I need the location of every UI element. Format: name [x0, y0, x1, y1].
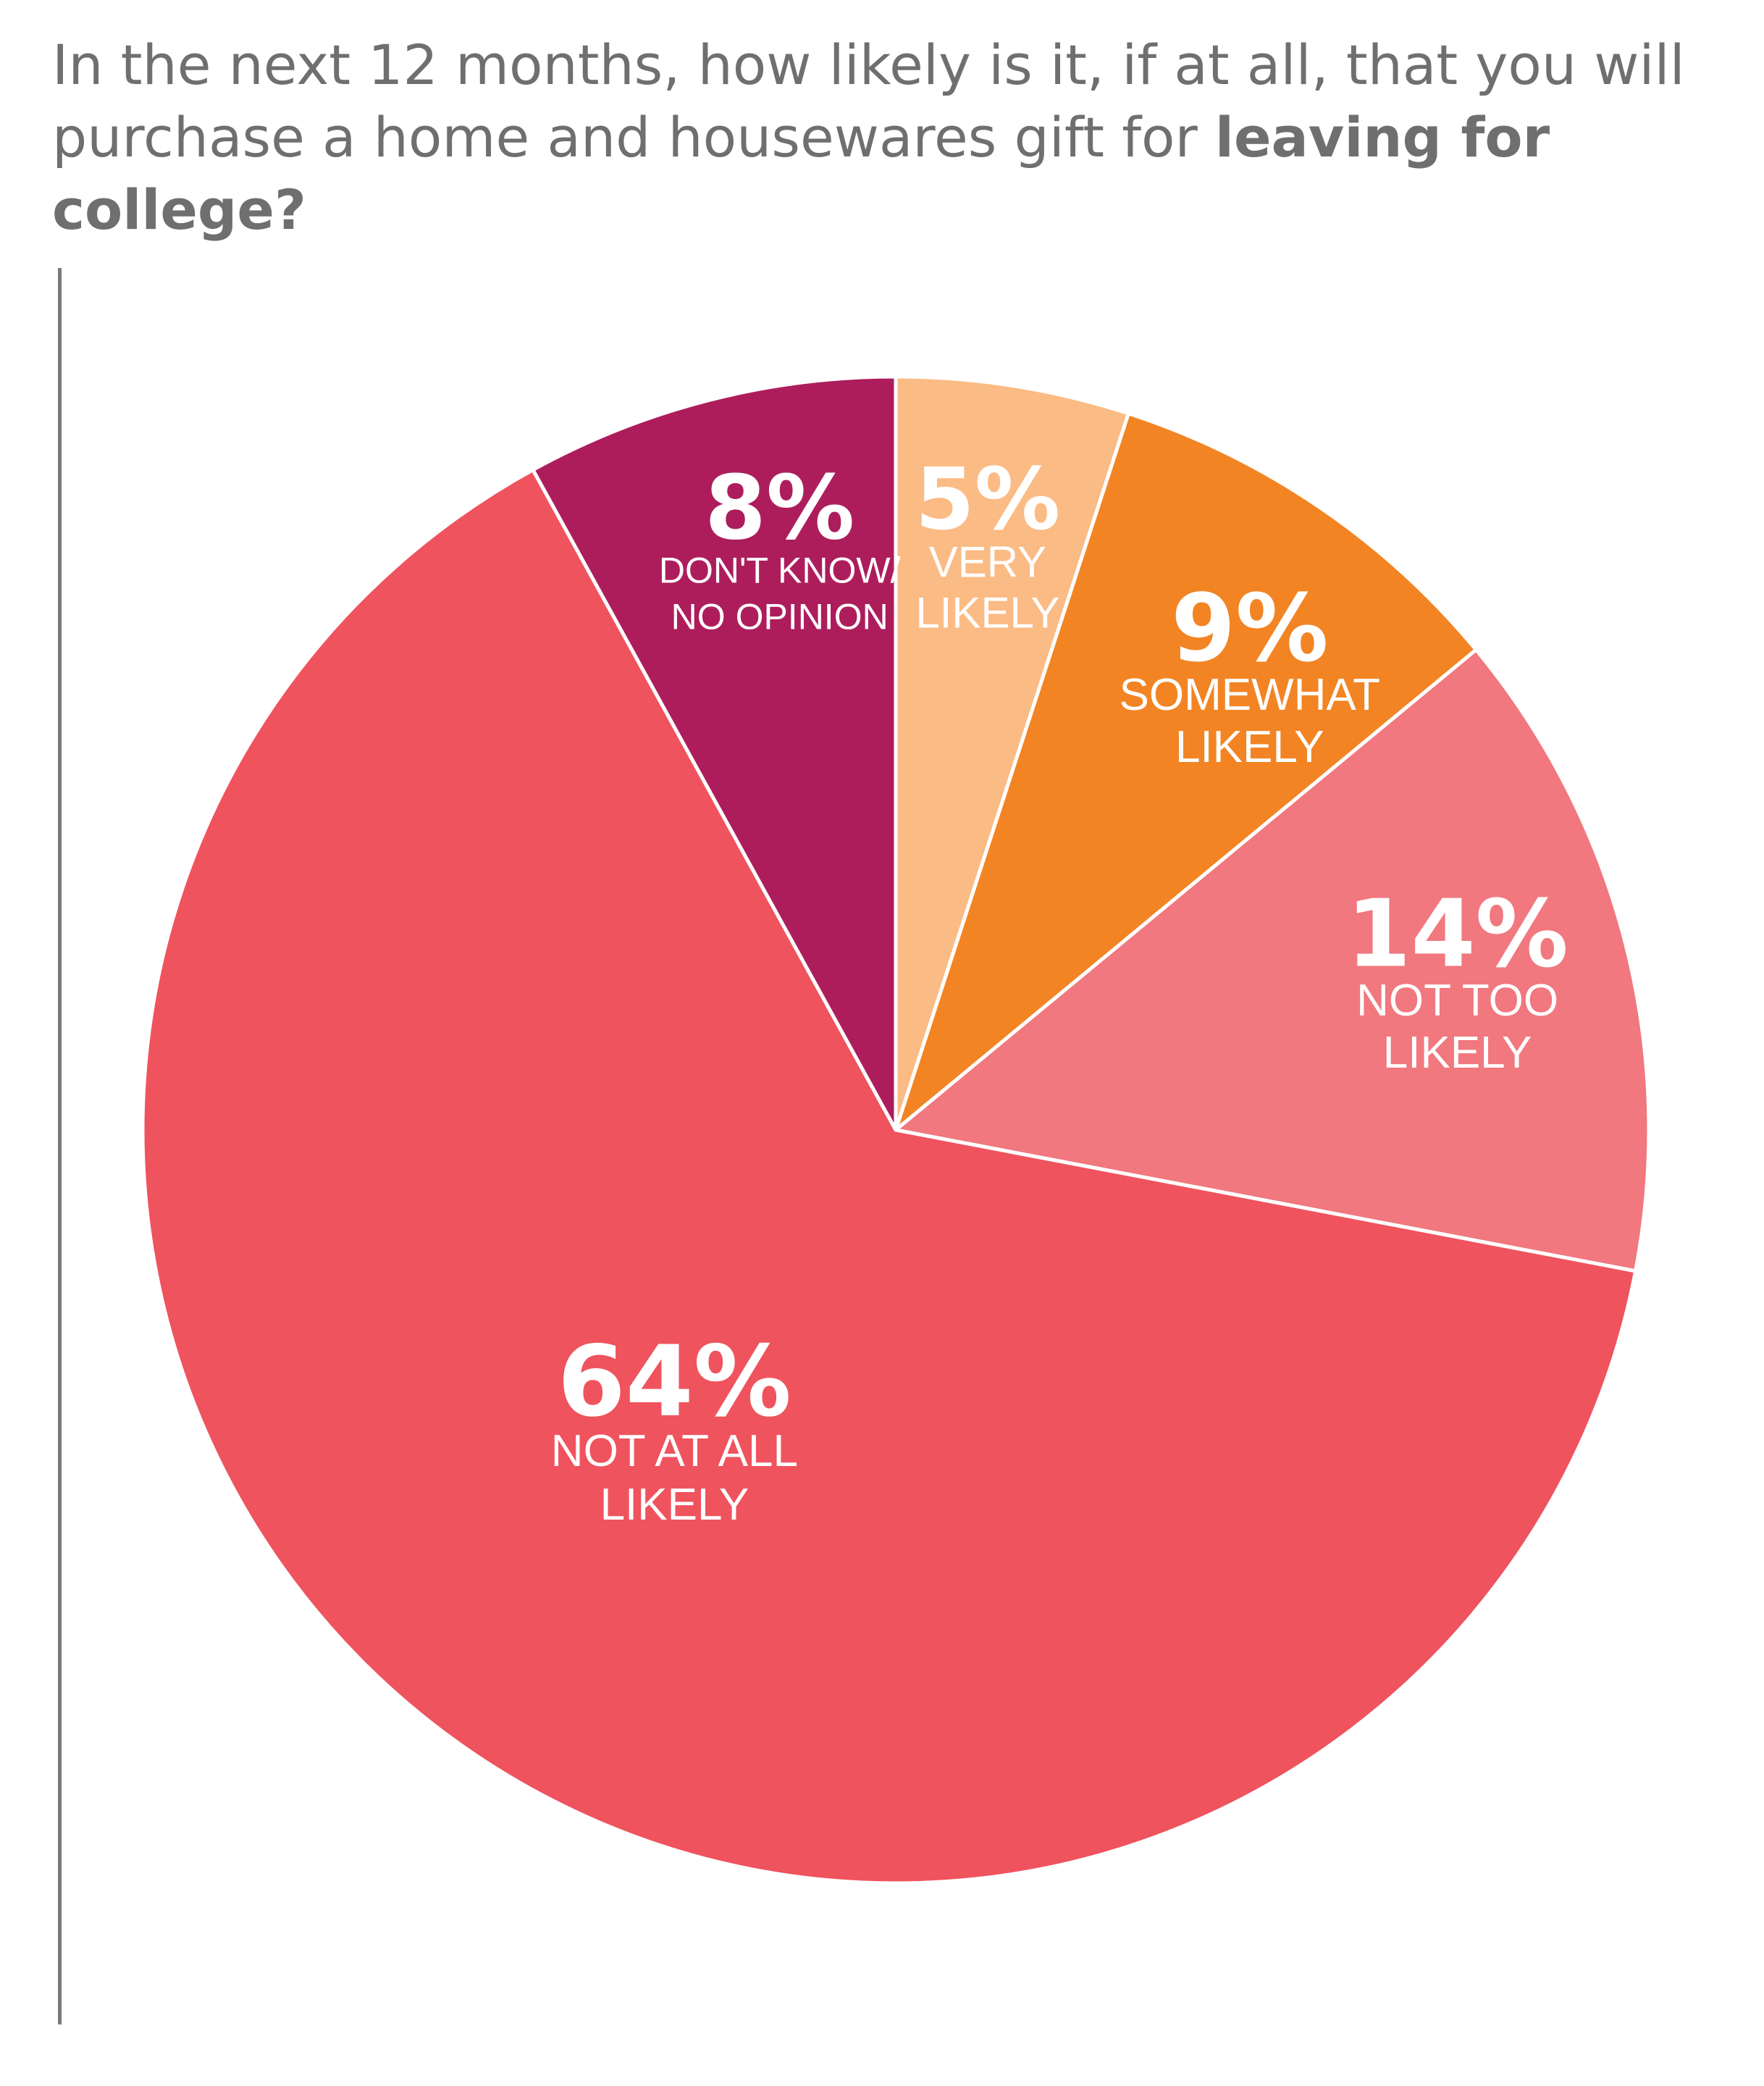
pie-slice-somewhat-likely: [894, 411, 1478, 1132]
slice-category-label-somewhat-likely-line-2: LIKELY: [1175, 722, 1324, 772]
slice-value-label-somewhat-likely: 9%: [1171, 575, 1328, 683]
slice-value-label-not-too-likely: 14%: [1346, 881, 1568, 989]
chart-title: In the next 12 months, how likely is it,…: [52, 29, 1718, 246]
pie-slices: [140, 374, 1651, 1885]
slice-category-label-very-likely-line-1: VERY: [929, 538, 1046, 587]
slice-category-label-not-at-all-likely-line-1: NOT AT ALL: [551, 1426, 798, 1476]
pie-slice-very-likely: [894, 374, 1130, 1132]
pie-slice-not-too-likely: [894, 648, 1651, 1273]
slice-category-label-don-t-know-no-opinion-line-1: DON'T KNOW/: [659, 550, 901, 590]
pie-slice-not-at-all-likely: [140, 468, 1638, 1885]
slice-value-label-very-likely: 5%: [915, 449, 1060, 549]
slice-value-label-don-t-know-no-opinion: 8%: [705, 457, 854, 560]
slice-category-label-very-likely-line-2: LIKELY: [915, 589, 1059, 637]
chart-title-lead: In the next 12 months, how likely is it,…: [52, 33, 1685, 169]
vertical-rule: [58, 268, 62, 2024]
pie-slice-don-t-know-no-opinion: [531, 374, 898, 1132]
chart-title-emphasis: leaving for college?: [52, 105, 1550, 242]
slice-category-label-not-too-likely-line-1: NOT TOO: [1356, 976, 1558, 1026]
slice-category-label-don-t-know-no-opinion-line-2: NO OPINION: [671, 596, 889, 637]
slice-category-label-somewhat-likely-line-1: SOMEWHAT: [1120, 670, 1381, 720]
slice-value-label-not-at-all-likely: 64%: [558, 1325, 791, 1438]
slice-category-label-not-at-all-likely-line-2: LIKELY: [600, 1480, 749, 1530]
slice-category-label-not-too-likely-line-2: LIKELY: [1383, 1028, 1532, 1078]
